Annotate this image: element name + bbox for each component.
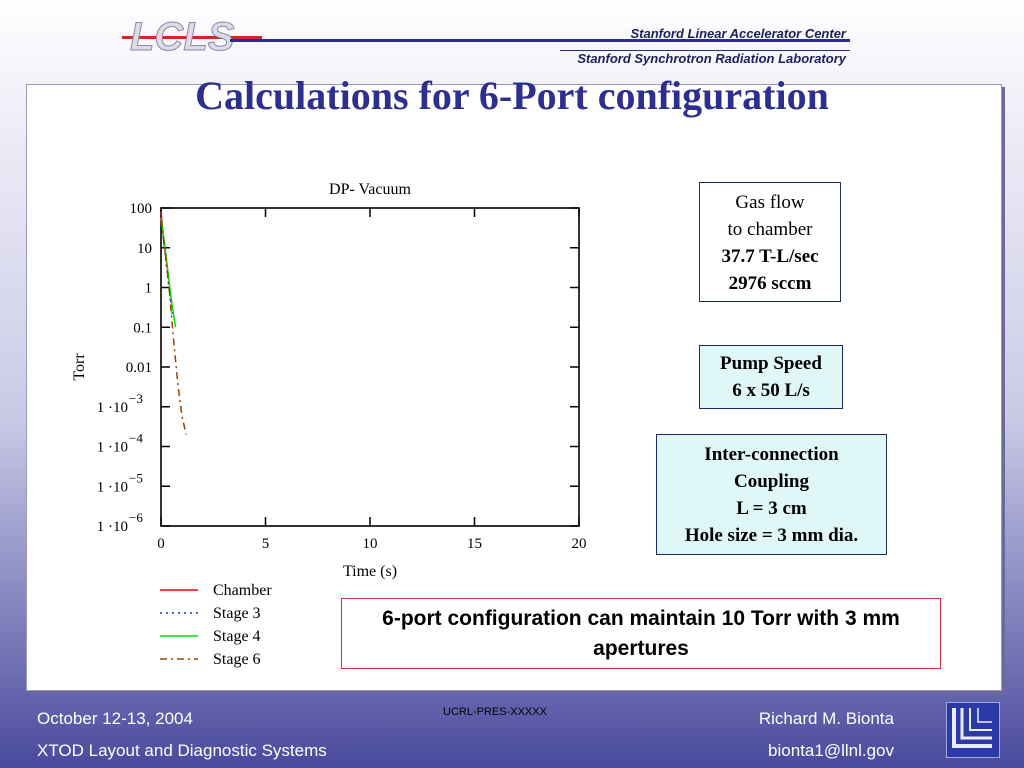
gas-flow-box: Gas flow to chamber 37.7 T-L/sec 2976 sc… xyxy=(699,182,841,302)
pump-speed-label: Pump Speed xyxy=(720,353,822,374)
y-tick-label: 10 xyxy=(137,241,152,257)
legend-label: Chamber xyxy=(213,582,272,599)
lcls-logo: LCLS xyxy=(122,15,262,58)
gas-flow-line1: Gas flow xyxy=(735,192,805,213)
series-line-stage-4 xyxy=(160,218,177,328)
gas-flow-line2: to chamber xyxy=(727,219,813,240)
interconnection-line2: Coupling xyxy=(734,471,809,492)
interconnection-line1: Inter-connection xyxy=(704,444,839,465)
chart-title: DP- Vacuum xyxy=(329,181,411,198)
pump-speed-box: Pump Speed 6 x 50 L/s xyxy=(699,345,843,409)
x-tick-label: 10 xyxy=(363,536,378,552)
chart-legend: Chamber Stage 3 Stage 4 Stage 6 xyxy=(160,582,272,668)
logo-red-stripe xyxy=(122,36,262,39)
y-tick-label: 1 ·10 xyxy=(97,479,128,495)
y-tick-label: 0.1 xyxy=(133,320,152,336)
plot-frame xyxy=(160,207,580,527)
x-tick-label: 20 xyxy=(572,536,587,552)
x-tick-label: 15 xyxy=(467,536,482,552)
gas-flow-sccm: 2976 sccm xyxy=(728,273,812,294)
slide-title: Calculations for 6-Port configuration xyxy=(195,73,829,118)
conclusion-box: 6-port configuration can maintain 10 Tor… xyxy=(341,598,941,669)
y-tick-exponent: −3 xyxy=(129,391,143,406)
y-tick-exponent: −4 xyxy=(129,431,143,446)
logo-text: LCLS xyxy=(130,15,235,58)
y-tick-label: 100 xyxy=(130,201,153,217)
y-tick-label: 1 xyxy=(145,281,153,297)
llnl-logo xyxy=(946,702,1000,758)
y-tick-exponent: −5 xyxy=(129,470,143,485)
y-tick-label: 1 ·10 xyxy=(97,400,128,416)
pump-speed-value: 6 x 50 L/s xyxy=(732,380,810,401)
x-tick-label: 0 xyxy=(157,536,165,552)
y-axis-label: Torr xyxy=(71,353,88,381)
y-tick-label: 1 ·10 xyxy=(97,519,128,535)
org-name-slac: Stanford Linear Accelerator Center xyxy=(630,26,846,41)
legend-label: Stage 3 xyxy=(213,605,261,622)
series-line-stage-6 xyxy=(160,219,187,435)
legend-label: Stage 4 xyxy=(213,628,261,645)
x-tick-label: 5 xyxy=(262,536,270,552)
footer-project: XTOD Layout and Diagnostic Systems xyxy=(37,741,327,760)
x-axis-label: Time (s) xyxy=(343,563,397,580)
footer-author: Richard M. Bionta xyxy=(758,709,894,728)
interconnection-hole-size: Hole size = 3 mm dia. xyxy=(684,525,859,546)
y-tick-exponent: −6 xyxy=(129,510,143,525)
y-tick-label: 1 ·10 xyxy=(97,440,128,456)
y-tick-label: 0.01 xyxy=(126,360,152,376)
legend-label: Stage 6 xyxy=(213,651,261,668)
footer-doc-code: UCRL-PRES-XXXXX xyxy=(443,706,547,718)
footer-email: bionta1@llnl.gov xyxy=(768,741,894,760)
interconnection-box: Inter-connection Coupling L = 3 cm Hole … xyxy=(656,434,887,555)
header-rule xyxy=(230,39,850,42)
header-rule-thin xyxy=(560,50,850,51)
footer-date: October 12-13, 2004 xyxy=(37,709,193,728)
data-series xyxy=(160,211,187,435)
org-name-ssrl: Stanford Synchrotron Radiation Laborator… xyxy=(577,51,846,66)
gas-flow-rate: 37.7 T-L/sec xyxy=(721,246,819,267)
interconnection-length: L = 3 cm xyxy=(736,498,807,519)
